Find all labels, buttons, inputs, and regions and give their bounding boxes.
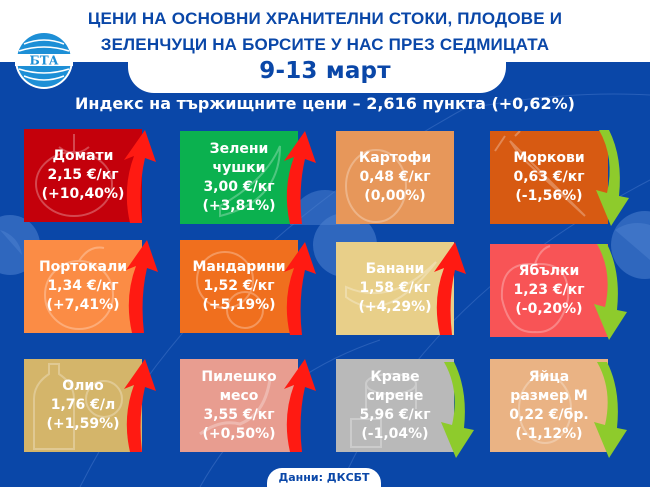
tile-change: (+4,29%) [358,299,432,315]
arrow-down-icon [594,244,627,340]
tile-name-line2: сирене [366,387,424,404]
arrow-up-icon [434,242,466,335]
svg-text:БТА: БТА [30,54,59,68]
arrow-up-icon [124,130,156,223]
arrow-up-icon [126,240,158,333]
tile-price: 1,52 €/кг [203,278,275,294]
tile-price: 1,23 €/кг [513,282,585,298]
tile-cheese: Краве сирене 5,96 €/кг (-1,04%) [336,359,454,452]
tile-tomatoes: Домати 2,15 €/кг (+10,40%) [24,129,142,222]
tile-name: Пилешко [201,368,277,385]
tile-apples: Ябълки 1,23 €/кг (-0,20%) [490,244,608,337]
arrow-up-icon [284,359,316,452]
tile-name-line2: размер М [510,387,588,404]
arrow-up-icon [284,131,316,224]
tile-name: Краве [370,368,420,385]
arrow-up-icon [124,359,156,452]
tile-chicken: Пилешко месо 3,55 €/кг (+0,50%) [180,359,298,452]
market-index-subtitle: Индекс на тържищните цени – 2,616 пункта… [75,94,575,113]
tile-name: Банани [365,261,425,277]
tile-change: (+3,81%) [202,197,276,214]
tile-eggs: Яйца размер М 0,22 €/бр. (-1,12%) [490,359,608,452]
tile-bananas: Банани 1,58 €/кг (+4,29%) [336,242,454,335]
tile-name-line2: месо [219,387,259,404]
tile-change: (-1,04%) [361,425,429,442]
tile-name: Моркови [513,150,585,166]
tile-name: Портокали [38,259,128,275]
tile-change: (+5,19%) [202,297,276,313]
bta-logo-icon: БТА [15,31,73,89]
tile-price: 0,63 €/кг [513,169,585,185]
tile-price: 3,00 €/кг [203,178,275,195]
arrow-down-icon [441,362,474,458]
tile-name: Ябълки [518,263,580,279]
date-range: 9-13 март [259,58,391,84]
tile-carrots: Моркови 0,63 €/кг (-1,56%) [490,131,608,224]
tile-change: (-1,56%) [515,188,583,204]
tile-green-peppers: Зелени чушки 3,00 €/кг (+3,81%) [180,131,298,224]
tile-oranges: Портокали 1,34 €/кг (+7,41%) [24,240,142,333]
tile-name: Зелени [209,140,269,157]
tile-name: Олио [62,378,104,394]
tile-change: (+10,40%) [41,186,125,202]
arrow-down-icon [594,362,627,458]
tile-price: 0,22 €/бр. [509,406,589,423]
tile-change: (+7,41%) [46,297,120,313]
page-title-line-1: ЦЕНИ НА ОСНОВНИ ХРАНИТЕЛНИ СТОКИ, ПЛОДОВ… [87,9,563,28]
tile-change: (+1,59%) [46,416,120,432]
tile-name: Картофи [358,150,432,166]
tile-price: 1,76 €/л [50,397,116,413]
tile-price: 2,15 €/кг [47,167,119,183]
tile-oil: Олио 1,76 €/л (+1,59%) [24,359,142,452]
tile-change: (0,00%) [364,188,426,204]
tile-potatoes: Картофи 0,48 €/кг (0,00%) [336,131,454,224]
tile-change: (+0,50%) [202,425,276,442]
tile-change: (-0,20%) [515,301,583,317]
tile-name-line2: чушки [212,159,266,176]
tile-name: Яйца [528,368,570,385]
tile-price: 1,58 €/кг [359,280,431,296]
arrow-down-icon [596,130,629,226]
tile-change: (-1,12%) [515,425,583,442]
tile-name: Мандарини [192,259,286,275]
tile-price: 1,34 €/кг [47,278,119,294]
header-date-tab [128,40,506,93]
tile-mandarins: Мандарини 1,52 €/кг (+5,19%) [180,240,298,333]
arrow-up-icon [284,242,316,335]
tile-name: Домати [52,148,114,164]
page-title-line-2: ЗЕЛЕНЧУЦИ НА БОРСИТЕ У НАС ПРЕЗ СЕДМИЦАТ… [100,35,550,54]
data-source-label: Данни: ДКСБТ [267,468,381,487]
tile-price: 5,96 €/кг [359,406,431,423]
tile-price: 3,55 €/кг [203,406,275,423]
tile-price: 0,48 €/кг [359,169,431,185]
